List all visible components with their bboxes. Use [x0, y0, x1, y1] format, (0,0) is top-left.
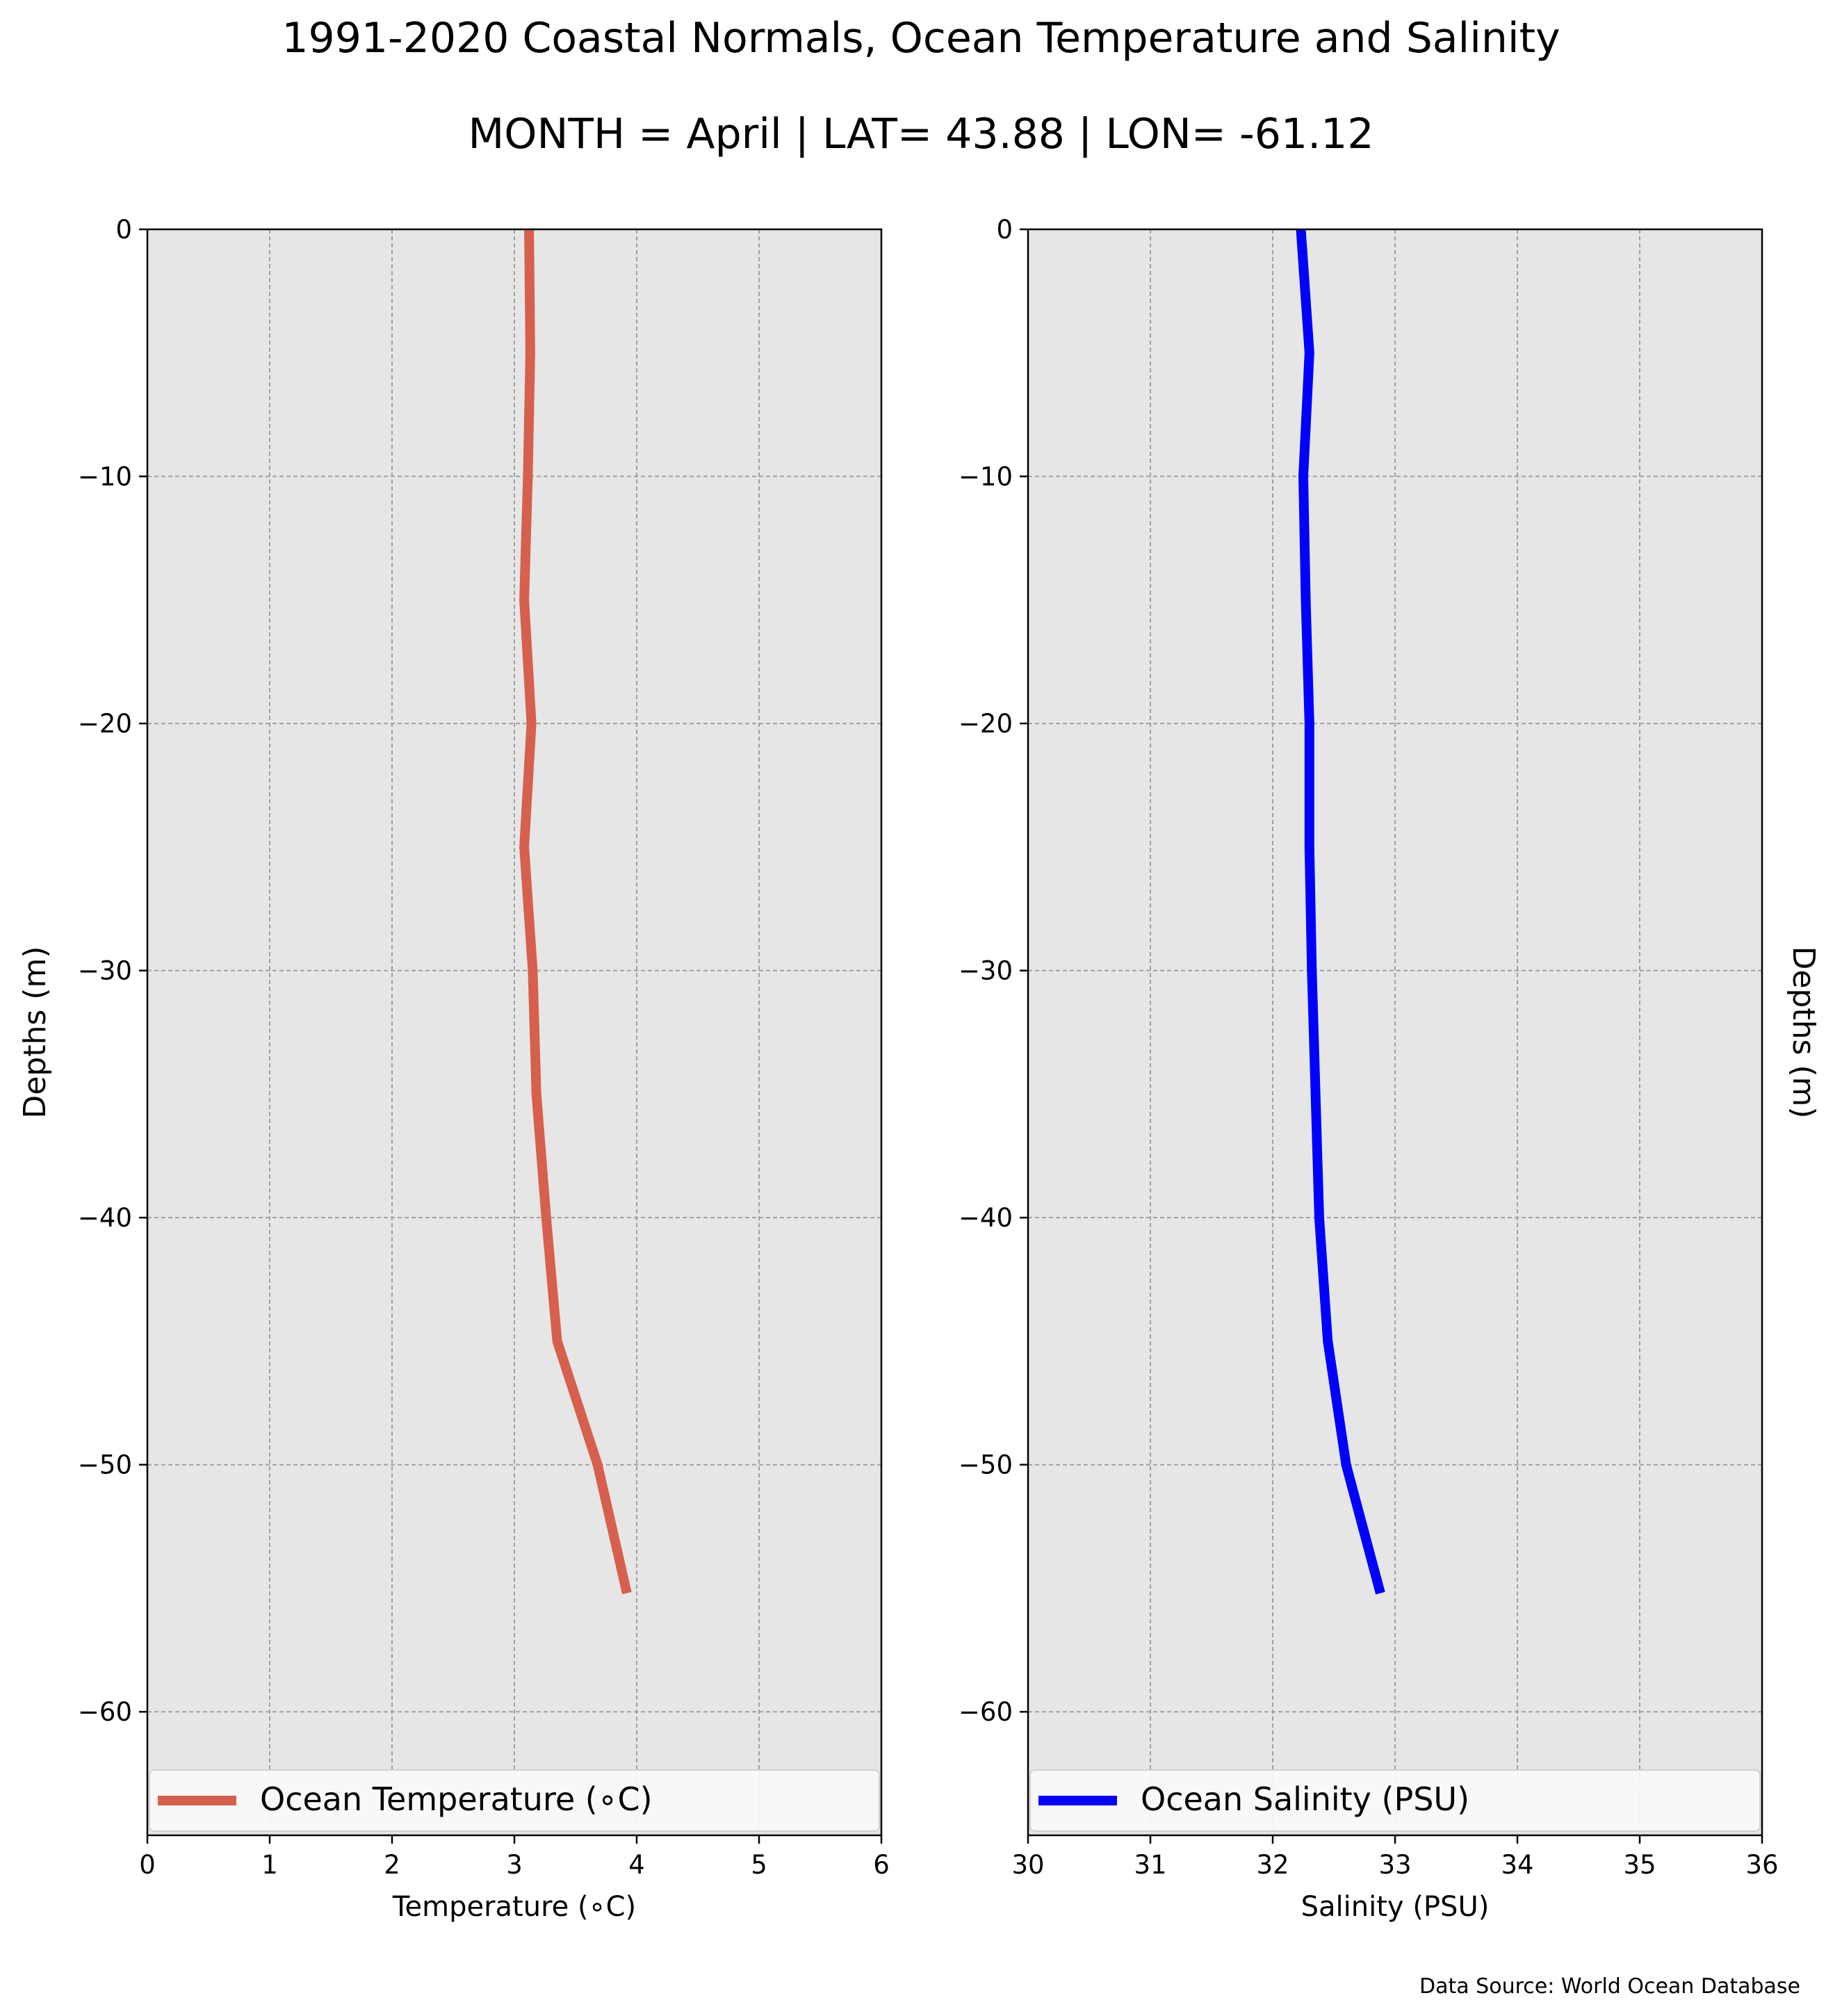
- x-tick-label: 5: [751, 1850, 767, 1880]
- x-tick-label: 30: [1011, 1850, 1044, 1880]
- y-tick-label: −60: [78, 1697, 132, 1727]
- figure-title: 1991-2020 Coastal Normals, Ocean Tempera…: [282, 14, 1560, 63]
- y-tick-label: −20: [959, 709, 1013, 739]
- x-tick-label: 2: [384, 1850, 400, 1880]
- y-tick-label: 0: [996, 215, 1013, 245]
- x-tick-label: 6: [873, 1850, 890, 1880]
- y-tick-label: −40: [78, 1203, 132, 1233]
- x-tick-label: 4: [628, 1850, 645, 1880]
- temperature-panel: Ocean Temperature (∘C) 0 1 2 3 4 5 6 0 −10 −20 −30 −…: [17, 215, 890, 1923]
- x-tick-label: 31: [1134, 1850, 1166, 1880]
- series-line: [1296, 229, 1385, 1595]
- series-line: [519, 229, 632, 1595]
- x-axis-label: Temperature (∘C): [392, 1891, 636, 1923]
- figure-subtitle: MONTH = April | LAT= 43.88 | LON= -61.12: [468, 110, 1374, 158]
- y-axis-label: Depths (m): [17, 946, 53, 1118]
- y-tick-label: 0: [115, 215, 132, 245]
- x-tick-label: 32: [1256, 1850, 1289, 1880]
- y-tick-label: −30: [959, 956, 1013, 986]
- legend-label: Ocean Salinity (PSU): [1141, 1780, 1469, 1818]
- y-tick-label: −50: [78, 1450, 132, 1480]
- x-axis-label: Salinity (PSU): [1301, 1891, 1490, 1923]
- y-tick-label: −10: [78, 462, 132, 492]
- x-tick-label: 36: [1745, 1850, 1778, 1880]
- legend-box: [1029, 1769, 1761, 1832]
- x-tick-label: 3: [506, 1850, 523, 1880]
- x-tick-label: 1: [261, 1850, 278, 1880]
- y-tick-label: −40: [959, 1203, 1013, 1233]
- x-tick-label: 0: [139, 1850, 156, 1880]
- y-tick-label: −30: [78, 956, 132, 986]
- y-tick-label: −50: [959, 1450, 1013, 1480]
- legend-label: Ocean Temperature (∘C): [260, 1780, 653, 1818]
- y-tick-label: −10: [959, 462, 1013, 492]
- y-tick-label: −20: [78, 709, 132, 739]
- legend-box: [149, 1769, 880, 1832]
- x-tick-label: 34: [1501, 1850, 1533, 1880]
- salinity-panel: Ocean Salinity (PSU) 30 31 32 33 34 35 36 0 −10 −2…: [959, 215, 1821, 1923]
- x-tick-label: 35: [1623, 1850, 1656, 1880]
- y-axis-label-right: Depths (m): [1786, 946, 1821, 1118]
- x-tick-label: 33: [1378, 1850, 1411, 1880]
- data-source-note: Data Source: World Ocean Database: [1419, 1974, 1800, 1999]
- y-tick-label: −60: [959, 1697, 1013, 1727]
